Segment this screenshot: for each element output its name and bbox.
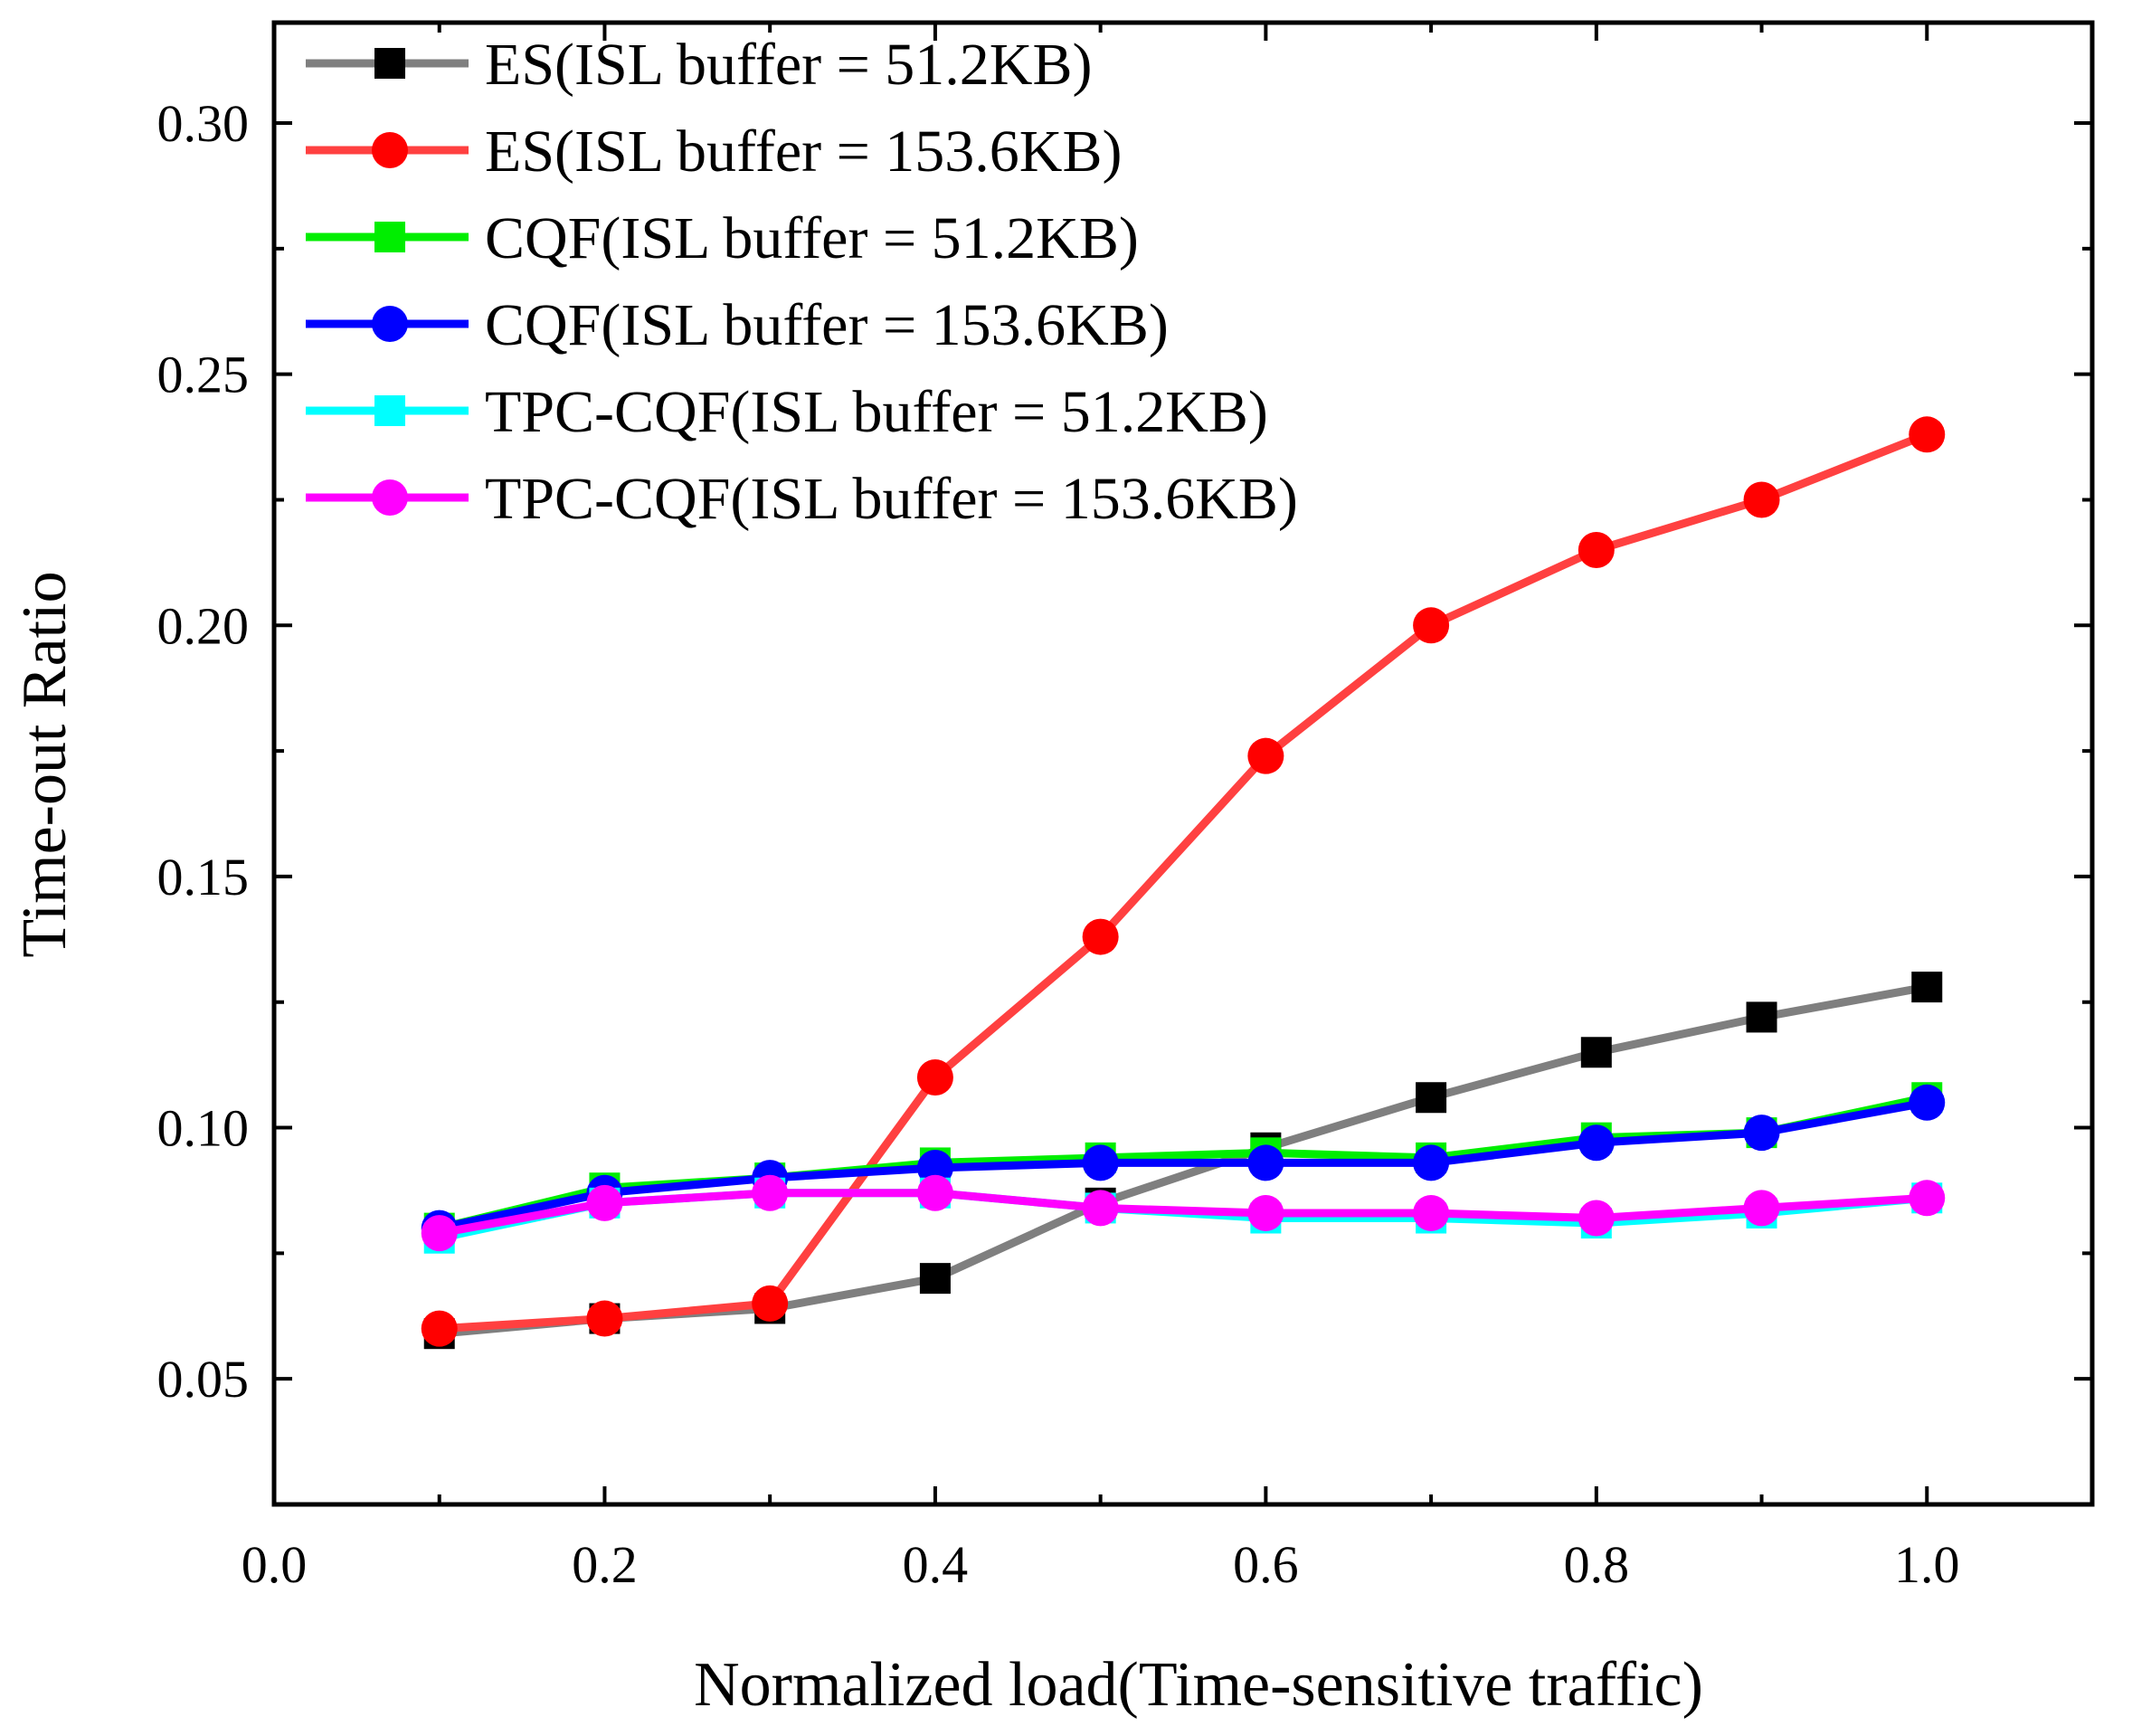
data-point — [1413, 1194, 1450, 1231]
data-point — [1909, 416, 1946, 453]
legend-item: TPC-CQF(ISL buffer = 51.2KB) — [306, 379, 1268, 445]
legend-label: TPC-CQF(ISL buffer = 51.2KB) — [485, 379, 1268, 445]
data-point — [1578, 1124, 1615, 1162]
data-point — [1578, 532, 1615, 569]
legend-swatch-marker — [374, 395, 405, 426]
data-point — [421, 1310, 458, 1347]
legend-item: CQF(ISL buffer = 51.2KB) — [306, 205, 1139, 271]
y-tick-label: 0.25 — [157, 346, 250, 404]
legend-item: CQF(ISL buffer = 153.6KB) — [306, 292, 1169, 358]
data-point — [1578, 1200, 1615, 1237]
data-point — [1413, 607, 1450, 644]
data-point — [586, 1184, 623, 1221]
x-tick-label: 0.4 — [903, 1535, 969, 1594]
data-point — [1082, 1190, 1119, 1227]
series-layer — [421, 416, 1946, 1350]
legend-swatch-marker — [372, 479, 408, 516]
axes: 0.0 0.2 0.4 0.6 0.8 1.0 0.05 0.10 0.15 0.20 0.25 0.… — [157, 20, 2095, 1594]
data-point — [1909, 1084, 1946, 1121]
data-point — [1743, 1115, 1780, 1152]
data-point — [1082, 918, 1119, 955]
legend-item: TPC-CQF(ISL buffer = 153.6KB) — [306, 466, 1298, 532]
data-point — [1743, 481, 1780, 518]
y-tick-label: 0.15 — [157, 848, 250, 906]
data-point — [1247, 1144, 1284, 1181]
legend-swatch-marker — [372, 132, 408, 168]
legend-label: CQF(ISL buffer = 153.6KB) — [485, 292, 1169, 358]
data-point — [1247, 737, 1284, 774]
x-tick-label: 1.0 — [1894, 1535, 1960, 1594]
legend-item: ES(ISL buffer = 51.2KB) — [306, 32, 1092, 98]
x-tick-label: 0.6 — [1233, 1535, 1299, 1594]
data-point — [919, 1263, 951, 1295]
legend-swatch-marker — [374, 222, 405, 252]
data-point — [1911, 972, 1943, 1003]
series-line — [438, 1189, 1928, 1238]
legend-swatch-marker — [372, 306, 408, 342]
data-point — [752, 1285, 789, 1322]
data-point — [752, 1174, 789, 1211]
x-tick-label: 0.8 — [1564, 1535, 1630, 1594]
data-point — [1580, 1037, 1612, 1068]
y-axis-title: Time-out Ratio — [10, 571, 80, 957]
data-point — [421, 1215, 458, 1252]
y-tick-label: 0.30 — [157, 94, 250, 153]
data-point — [916, 1174, 953, 1211]
legend-label: TPC-CQF(ISL buffer = 153.6KB) — [485, 466, 1298, 532]
legend-swatch-marker — [374, 48, 405, 79]
series-4 — [421, 1084, 1946, 1247]
data-point — [1743, 1190, 1780, 1227]
series-6 — [421, 1174, 1946, 1252]
y-tick-label: 0.10 — [157, 1099, 250, 1158]
x-tick-label: 0.2 — [572, 1535, 638, 1594]
data-point — [1413, 1144, 1450, 1181]
x-tick-label: 0.0 — [242, 1535, 308, 1594]
x-axis-title: Normalized load(Time-sensitive traffic) — [694, 1650, 1703, 1720]
legend-label: ES(ISL buffer = 51.2KB) — [485, 32, 1092, 98]
data-point — [1909, 1180, 1946, 1217]
series-line — [438, 1098, 1928, 1233]
legend: ES(ISL buffer = 51.2KB) ES(ISL buffer = 1… — [306, 32, 1298, 532]
data-point — [916, 1059, 953, 1096]
series-line — [439, 431, 1928, 1333]
y-tick-label: 0.20 — [157, 596, 250, 655]
legend-item: ES(ISL buffer = 153.6KB) — [306, 119, 1122, 185]
series-2 — [421, 416, 1946, 1347]
legend-label: ES(ISL buffer = 153.6KB) — [485, 119, 1122, 185]
data-point — [1082, 1144, 1119, 1181]
data-point — [1247, 1194, 1284, 1231]
data-point — [1416, 1082, 1447, 1114]
y-tick-label: 0.05 — [157, 1350, 250, 1409]
legend-label: CQF(ISL buffer = 51.2KB) — [485, 205, 1139, 271]
plot-frame — [271, 20, 2095, 1507]
data-point — [586, 1300, 623, 1337]
data-point — [916, 1149, 953, 1186]
data-point — [1746, 1001, 1777, 1033]
